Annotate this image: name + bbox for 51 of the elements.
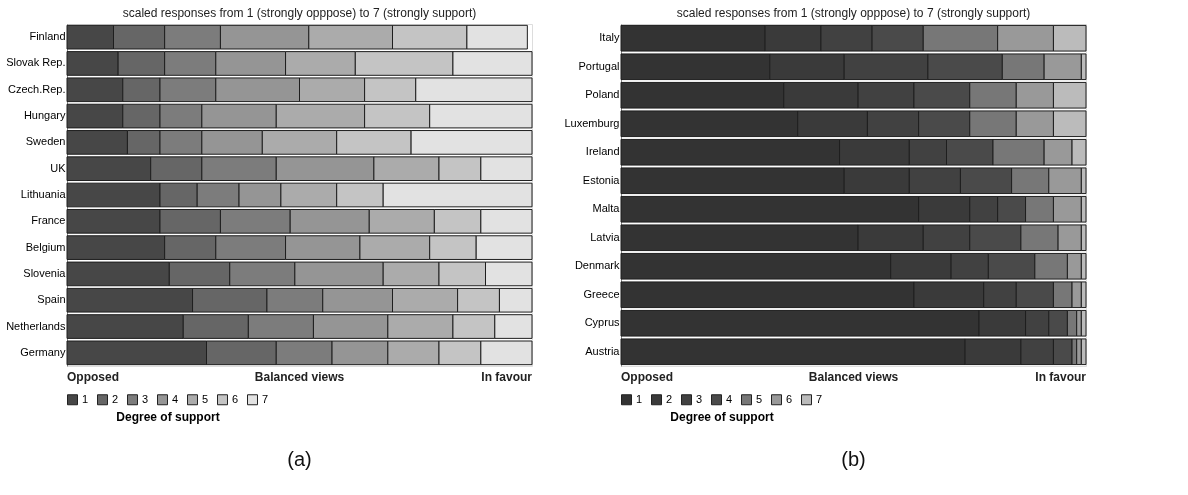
legend-label: 2 — [666, 392, 673, 405]
text: Opposed — [67, 370, 120, 384]
text: (a) — [287, 448, 312, 470]
y-tick-label: Hungary — [23, 109, 66, 122]
y-tick-label: Latvia — [590, 230, 621, 243]
chart-title: scaled responses from 1 (strongly opppose) to 7 (strongly support) — [676, 6, 1031, 20]
text: Balanced views — [254, 370, 345, 384]
y-tick-label: Germany — [20, 345, 66, 358]
y-tick-label: Slovak Rep. — [6, 56, 66, 69]
text: Balanced views — [808, 370, 899, 384]
legend-label: 7 — [262, 392, 269, 405]
legend-label: 2 — [112, 392, 119, 405]
y-tick-label: Netherlands — [6, 319, 66, 332]
legend-label: 3 — [142, 392, 149, 405]
text: In favour — [1035, 370, 1087, 384]
y-tick-label: Luxemburg — [564, 116, 620, 129]
y-tick-label: Cyprus — [584, 316, 620, 329]
legend-title: Degree of support — [670, 410, 774, 424]
y-tick-label: Belgium — [25, 240, 66, 253]
y-tick-label: Sweden — [25, 135, 66, 148]
y-tick-label: Ireland — [585, 145, 620, 158]
legend-title: Degree of support — [116, 410, 220, 424]
legend-label: 1 — [82, 392, 89, 405]
legend-label: 5 — [756, 392, 763, 405]
y-tick-label: Greece — [583, 287, 620, 300]
legend-label: 5 — [202, 392, 209, 405]
chart-title: scaled responses from 1 (strongly opppose) to 7 (strongly support) — [122, 6, 477, 20]
legend-label: 1 — [636, 392, 643, 405]
y-tick-label: Austria — [585, 344, 621, 357]
text: In favour — [481, 370, 533, 384]
y-tick-label: UK — [50, 161, 67, 174]
legend-label: 6 — [232, 392, 239, 405]
legend-label: 3 — [696, 392, 703, 405]
text: Opposed — [621, 370, 674, 384]
y-tick-label: Italy — [599, 31, 620, 44]
y-tick-label: Lithuania — [20, 188, 67, 200]
y-tick-label: Czech.Rep. — [8, 82, 66, 95]
y-tick-label: Estonia — [582, 173, 621, 186]
y-tick-label: Portugal — [578, 59, 620, 72]
legend-label: 7 — [816, 392, 823, 405]
legend-label: 4 — [726, 392, 733, 405]
y-tick-label: Poland — [585, 88, 620, 101]
y-tick-label: France — [31, 214, 66, 227]
y-tick-label: Denmark — [574, 259, 620, 272]
y-tick-label: Spain — [37, 293, 66, 306]
legend-label: 4 — [172, 392, 179, 405]
y-tick-label: Finland — [29, 30, 66, 43]
text: (b) — [841, 448, 866, 470]
y-tick-label: Malta — [592, 202, 621, 215]
y-tick-label: Slovenia — [23, 266, 67, 279]
legend-label: 6 — [786, 392, 793, 405]
